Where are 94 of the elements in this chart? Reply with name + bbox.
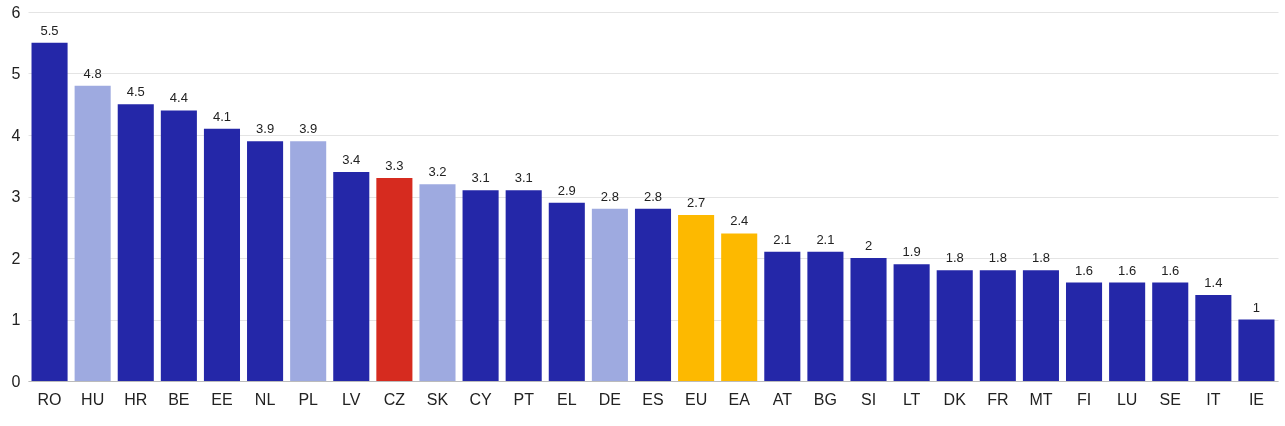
x-tick-label: BG — [813, 390, 837, 408]
data-label: 4.1 — [212, 108, 231, 124]
y-tick-label: 0 — [11, 372, 21, 390]
bar — [419, 184, 456, 381]
bar — [591, 208, 628, 381]
bar — [505, 190, 542, 381]
data-label: 2.8 — [600, 188, 619, 204]
x-tick-label: MT — [1029, 390, 1053, 408]
x-tick-label: LT — [902, 390, 921, 408]
bar — [634, 208, 672, 381]
data-label: 1.6 — [1161, 262, 1180, 278]
data-label: 2 — [864, 238, 873, 253]
bar — [893, 264, 930, 381]
x-tick-label: EE — [211, 390, 233, 408]
x-tick-label: NL — [254, 390, 276, 408]
data-label: 1.8 — [988, 250, 1007, 266]
x-tick-label: HR — [124, 390, 148, 408]
x-tick-label: IT — [1206, 390, 1221, 408]
data-label: 4.5 — [126, 84, 145, 100]
data-label: 3.1 — [471, 170, 490, 186]
bar — [850, 258, 887, 381]
x-tick-label: FR — [987, 390, 1009, 408]
y-tick-label: 1 — [11, 311, 21, 328]
bar — [462, 190, 499, 381]
y-tick-label: 6 — [11, 3, 21, 21]
data-label: 3.9 — [256, 121, 275, 137]
bar — [764, 251, 801, 381]
data-label: 1.8 — [945, 250, 964, 266]
data-label: 2.4 — [730, 213, 749, 229]
bar — [74, 85, 111, 381]
bar — [548, 202, 585, 381]
x-tick-label: LV — [342, 390, 361, 408]
x-tick-label: PL — [298, 390, 319, 408]
x-tick-label: AT — [772, 390, 793, 408]
x-tick-label: ES — [642, 390, 664, 408]
data-label: 2.9 — [557, 182, 576, 198]
x-tick-label: PT — [513, 390, 535, 408]
data-label: 2.7 — [687, 194, 706, 210]
bar — [678, 214, 715, 381]
bar — [31, 42, 68, 381]
data-label: 1 — [1252, 299, 1261, 315]
x-tick-label: RO — [37, 390, 62, 408]
bar — [721, 233, 758, 381]
bar — [160, 110, 197, 381]
data-label: 3.1 — [514, 170, 533, 186]
data-label: 2.1 — [816, 231, 835, 247]
bar — [1109, 282, 1146, 381]
y-tick-label: 2 — [11, 249, 21, 267]
data-label: 3.2 — [428, 164, 447, 180]
data-label: 2.1 — [773, 231, 792, 247]
bar — [203, 128, 240, 381]
bar — [1195, 294, 1232, 381]
bar — [117, 104, 154, 381]
x-tick-label: SE — [1159, 390, 1181, 408]
bar — [1238, 319, 1275, 381]
bar — [936, 270, 973, 381]
data-label: 3.9 — [299, 121, 318, 137]
bar — [1152, 282, 1189, 381]
x-tick-label: FI — [1076, 390, 1092, 408]
x-tick-label: LU — [1116, 390, 1138, 408]
x-tick-label: IE — [1248, 390, 1265, 408]
x-tick-label: EA — [728, 390, 751, 408]
data-label: 4.8 — [83, 65, 102, 81]
bar — [290, 141, 327, 381]
bar — [979, 270, 1016, 381]
data-label: 1.6 — [1075, 262, 1094, 278]
data-label: 1.9 — [902, 244, 921, 260]
x-tick-label: DK — [943, 390, 967, 408]
bar — [807, 251, 844, 381]
data-label: 1.6 — [1118, 262, 1137, 278]
bar — [247, 141, 284, 381]
bar — [376, 178, 413, 381]
data-label: 3.3 — [385, 158, 404, 174]
x-tick-label: CY — [469, 390, 493, 408]
y-tick-label: 4 — [11, 126, 21, 144]
x-tick-label: DE — [598, 390, 622, 408]
x-tick-label: SI — [860, 390, 877, 408]
x-tick-label: EL — [557, 390, 577, 408]
data-label: 3.4 — [342, 151, 361, 167]
data-label: 5.5 — [40, 22, 59, 38]
y-tick-label: 5 — [11, 65, 21, 82]
y-tick-label: 3 — [11, 188, 21, 205]
x-tick-label: EU — [684, 390, 708, 408]
data-label: 2.8 — [643, 188, 663, 204]
x-tick-label: HU — [81, 390, 105, 408]
data-label: 1.8 — [1031, 250, 1050, 266]
x-tick-label: SK — [426, 390, 449, 408]
data-label: 1.4 — [1204, 274, 1223, 290]
x-tick-label: BE — [168, 390, 190, 408]
bar — [1022, 270, 1059, 381]
bar — [1066, 282, 1103, 381]
bar — [333, 171, 370, 381]
x-tick-label: CZ — [383, 390, 406, 408]
data-label: 4.4 — [169, 90, 188, 106]
